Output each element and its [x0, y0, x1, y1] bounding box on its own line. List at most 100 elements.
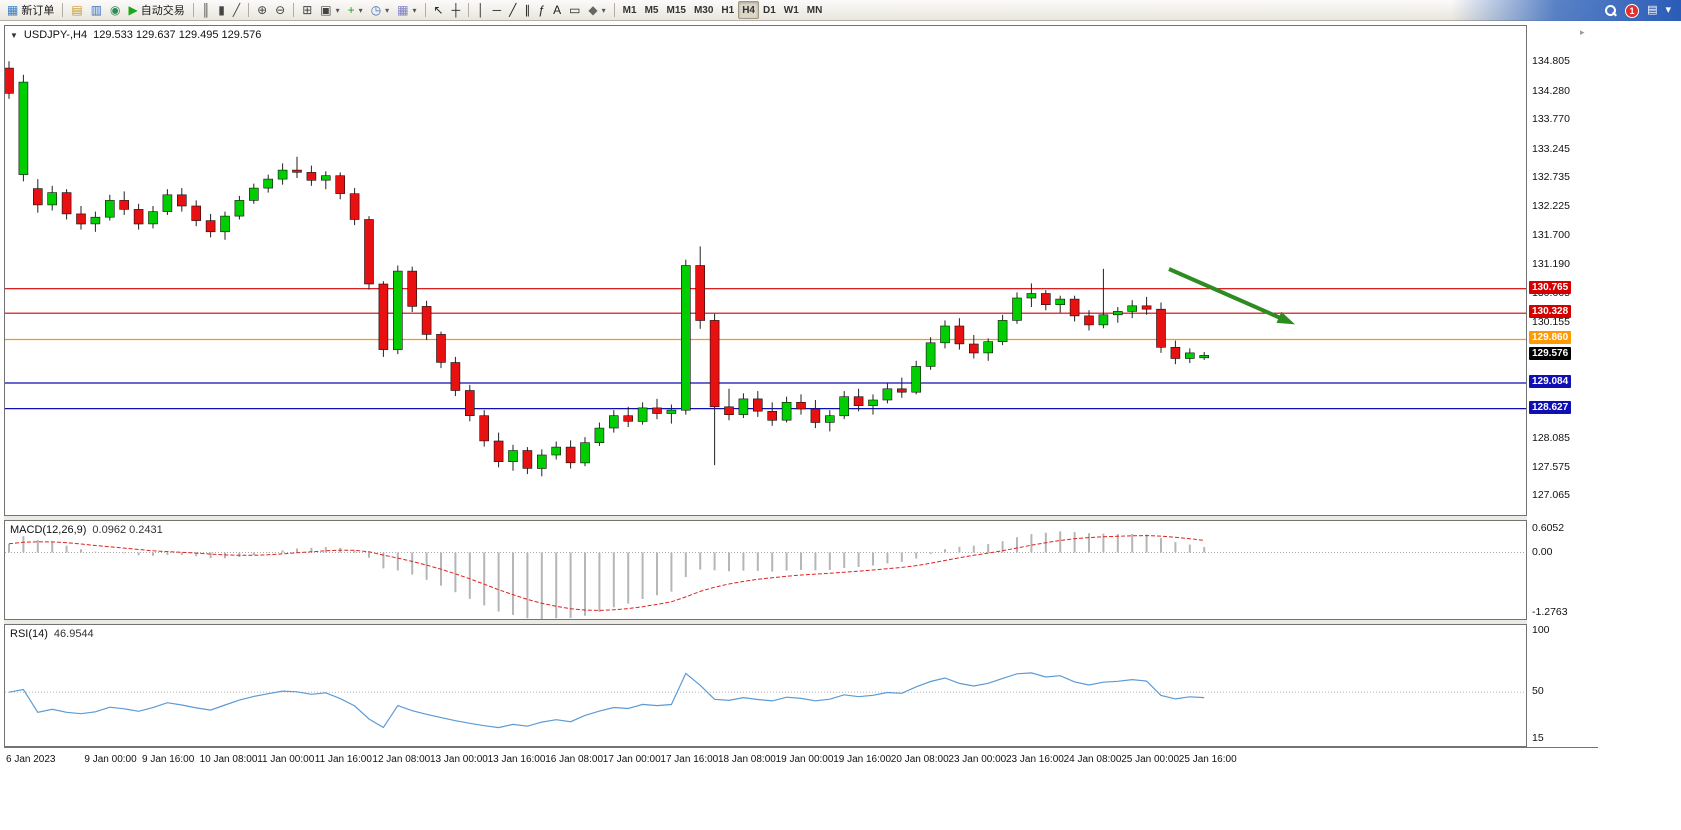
trendline-button[interactable]: ╱ — [505, 1, 520, 19]
indicators-button[interactable]: + ▾ — [344, 1, 367, 19]
tf-m5-button[interactable]: M5 — [641, 1, 663, 19]
dropdown-caret-icon: ▾ — [412, 5, 417, 15]
tf-h1-button[interactable]: H1 — [717, 1, 738, 19]
macd-pane[interactable]: MACD(12,26,9) 0.0962 0.2431 — [4, 520, 1527, 620]
tf-m15-button[interactable]: M15 — [662, 1, 689, 19]
time-axis-label: 13 Jan 16:00 — [487, 754, 546, 765]
dropdown-caret-icon: ▾ — [335, 5, 340, 15]
toolbar-button-groups: ▦ 新订单 ▤ ▥ ◉ ▶ 自动交易 ║ ▮ ╱ ⊕ ⊖ ⊞ ▣ ▾ + ▾ ◷ ▾ ▦ ▾ ↖ ┼ │ ─ ╱ ∥ ƒ A ▭ ◆ ▾ M1 M… — [3, 0, 826, 21]
navigator-icon: ◉ — [110, 3, 121, 17]
new-order-icon: ▦ — [7, 3, 19, 17]
horizontal-line-objects[interactable] — [5, 288, 1526, 410]
chart-corner-icon: ▸ — [1580, 27, 1585, 37]
tf-m1-button-label: M1 — [622, 4, 637, 16]
dropdown-caret-icon[interactable]: ▾ — [1665, 4, 1671, 16]
shapes-icon: ◆ — [588, 3, 598, 17]
tf-h1-button-label: H1 — [721, 4, 735, 16]
time-axis[interactable]: 6 Jan 2023 9 Jan 00:00 9 Jan 16:00 10 Jan 0… — [4, 747, 1598, 772]
toolbar-group: ▤ ▥ ◉ ▶ 自动交易 — [67, 1, 188, 19]
shapes-button[interactable]: ◆ ▾ — [584, 1, 609, 19]
candlestick-button[interactable]: ▮ — [214, 1, 229, 19]
tf-m30-button[interactable]: M30 — [690, 1, 717, 19]
time-axis-label: 23 Jan 00:00 — [948, 754, 1007, 765]
price-axis[interactable]: ▸ 134.805 134.280 133.770 133.245 132.735 132… — [1528, 25, 1598, 516]
navigator-button[interactable]: ◉ — [106, 1, 124, 19]
fibonacci-button[interactable]: ƒ — [534, 1, 549, 19]
tile-windows-button[interactable]: ⊞ — [298, 1, 316, 19]
search-icon[interactable] — [1605, 4, 1617, 17]
panel-toggle-icon[interactable]: ▤ — [1647, 4, 1658, 16]
chart-window-button[interactable]: ▤ — [67, 1, 86, 19]
dropdown-caret-icon: ▾ — [601, 5, 606, 15]
label-icon: ▭ — [569, 3, 581, 17]
toolbar-group: ↖ ┼ — [430, 1, 465, 19]
cursor-icon: ↖ — [433, 3, 444, 17]
tf-mn-button[interactable]: MN — [803, 1, 827, 19]
crosshair-icon: ┼ — [451, 3, 461, 17]
trend-arrow-annotation[interactable] — [1168, 267, 1296, 325]
time-axis-label: 9 Jan 00:00 — [84, 754, 137, 765]
price-level-badge: 129.860 — [1529, 331, 1572, 345]
time-axis-label: 18 Jan 08:00 — [718, 754, 776, 765]
macd-chart-canvas[interactable] — [5, 521, 1526, 619]
price-chart-canvas[interactable] — [5, 26, 1526, 515]
notification-badge[interactable]: 1 — [1625, 3, 1640, 18]
price-axis-label: 132.225 — [1532, 199, 1570, 212]
time-axis-label: 23 Jan 16:00 — [1006, 754, 1064, 765]
macd-histogram — [8, 531, 1206, 619]
rsi-pane[interactable]: RSI(14) 46.9544 — [4, 624, 1527, 747]
vertical-line-button[interactable]: │ — [473, 1, 489, 19]
rsi-chart-canvas[interactable] — [5, 625, 1526, 746]
toolbar-separator — [424, 3, 426, 17]
macd-ax[interactable]: 0.6052 0.00 -1.2763 — [1528, 520, 1598, 620]
clock-icon: ◷ — [370, 3, 382, 17]
time-axis-label: 20 Jan 08:00 — [890, 754, 949, 765]
crosshair-button[interactable]: ┼ — [448, 1, 465, 19]
time-axis-label: 24 Jan 08:00 — [1063, 754, 1122, 765]
zoom-in-button[interactable]: ⊕ — [253, 1, 271, 19]
new-chart-button[interactable]: ▣ ▾ — [316, 1, 343, 19]
toolbar-separator — [62, 3, 64, 17]
rsi-axis-label: 100 — [1532, 624, 1550, 636]
zoom-out-button[interactable]: ⊖ — [271, 1, 289, 19]
candlestick-icon: ▮ — [218, 3, 225, 17]
tf-h4-button-label: H4 — [742, 4, 755, 16]
label-button[interactable]: ▭ — [565, 1, 584, 19]
new-order-button[interactable]: ▦ 新订单 — [3, 1, 58, 19]
horizontal-line-button[interactable]: ─ — [489, 1, 506, 19]
tf-h4-button[interactable]: H4 — [738, 1, 759, 19]
price-axis-label: 127.065 — [1532, 489, 1570, 502]
time-axis-label: 17 Jan 00:00 — [602, 754, 661, 765]
tf-mn-button-label: MN — [806, 4, 823, 16]
price-axis-label: 128.085 — [1532, 432, 1570, 444]
cursor-button[interactable]: ↖ — [430, 1, 448, 19]
tf-w1-button[interactable]: W1 — [780, 1, 803, 19]
collapse-panel-icon[interactable]: ▼ — [10, 30, 18, 40]
market-watch-button[interactable]: ▥ — [87, 1, 106, 19]
rsi-ax[interactable]: 100 50 15 — [1528, 624, 1598, 747]
pane-splitter[interactable] — [4, 620, 1527, 624]
auto-trading-button[interactable]: ▶ 自动交易 — [125, 1, 189, 19]
toolbar-group: ⊕ ⊖ — [253, 1, 289, 19]
pane-splitter[interactable] — [4, 516, 1527, 520]
price-chart-pane[interactable]: ▼ USDJPY-,H4 129.533 129.637 129.495 129… — [4, 25, 1527, 516]
tf-m1-button[interactable]: M1 — [619, 1, 641, 19]
text-icon: A — [553, 3, 562, 17]
line-chart-button[interactable]: ╱ — [229, 1, 244, 19]
price-axis-label: 134.280 — [1532, 84, 1570, 97]
tf-d1-button[interactable]: D1 — [759, 1, 780, 19]
bar-chart-button[interactable]: ║ — [198, 1, 215, 19]
channel-button[interactable]: ∥ — [520, 1, 534, 19]
tf-m30-button-label: M30 — [693, 4, 714, 16]
periods-button[interactable]: ◷ ▾ — [367, 1, 394, 19]
time-axis-label: 17 Jan 16:00 — [660, 754, 719, 765]
time-axis-label: 11 Jan 00:00 — [257, 754, 315, 765]
horizontal-line-icon: ─ — [492, 3, 502, 17]
time-axis-label: 9 Jan 16:00 — [142, 754, 195, 765]
text-button[interactable]: A — [549, 1, 565, 19]
templates-button[interactable]: ▦ ▾ — [393, 1, 420, 19]
fibonacci-icon: ƒ — [538, 3, 546, 17]
chart-window: ▼ USDJPY-,H4 129.533 129.637 129.495 129… — [0, 21, 1681, 772]
macd-label: MACD(12,26,9) — [10, 524, 87, 536]
tf-d1-button-label: D1 — [762, 4, 776, 16]
